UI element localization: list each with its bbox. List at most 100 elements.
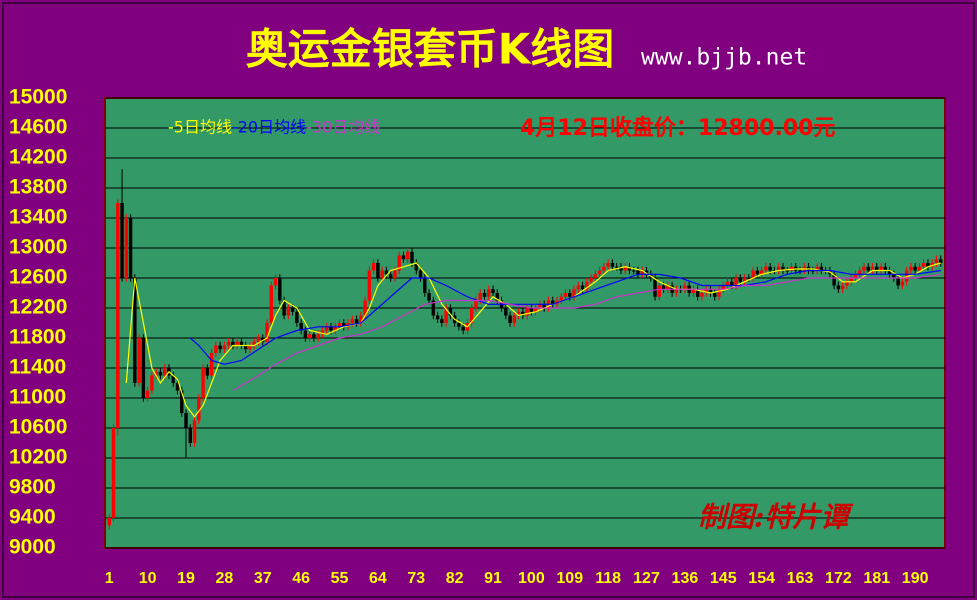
- candle-body: [495, 293, 499, 301]
- candle-body: [742, 278, 747, 282]
- x-tick-label: 136: [672, 570, 699, 587]
- x-tick-label: 91: [484, 570, 502, 587]
- candle-body: [504, 308, 508, 316]
- candle-body: [930, 263, 934, 267]
- y-tick-label: 15000: [9, 86, 67, 109]
- y-tick-label: 9800: [9, 476, 56, 499]
- candle-body: [747, 278, 751, 279]
- candle-body: [845, 281, 849, 286]
- candle-body: [440, 319, 444, 323]
- candle-body: [256, 338, 261, 342]
- candle-body: [248, 345, 252, 350]
- candle-body: [354, 319, 359, 323]
- candle-body: [150, 375, 154, 391]
- candle-body: [367, 270, 372, 301]
- candle-body: [900, 281, 905, 286]
- y-tick-label: 9400: [9, 506, 56, 529]
- annotation: 4月12日收盘价：12800.00元: [520, 115, 835, 141]
- candle-body: [359, 315, 363, 323]
- candle-body: [909, 266, 913, 271]
- candle-body: [700, 293, 704, 297]
- candle-body: [158, 371, 163, 376]
- x-tick-label: 145: [710, 570, 737, 587]
- candle-body: [717, 289, 721, 297]
- candle-body: [892, 274, 896, 278]
- candle-body: [337, 323, 342, 327]
- candle-body: [329, 326, 333, 331]
- candle-body: [235, 341, 239, 346]
- candle-body: [657, 285, 662, 297]
- candle-body: [666, 285, 670, 290]
- candle-body: [917, 266, 922, 271]
- candle-body: [431, 300, 436, 316]
- candle-body: [764, 266, 768, 271]
- plot-area: [104, 97, 946, 549]
- candle-body: [312, 334, 316, 338]
- candle-body: [691, 289, 696, 293]
- y-tick-label: 13400: [9, 206, 67, 229]
- candle-body: [721, 285, 725, 290]
- candle-body: [269, 285, 273, 323]
- x-tick-label: 64: [369, 570, 387, 587]
- y-tick-label: 10200: [9, 446, 67, 469]
- candle-body: [896, 278, 900, 286]
- candle-body: [644, 270, 649, 275]
- x-tick-label: 181: [863, 570, 890, 587]
- candle-body: [133, 278, 137, 383]
- chart-title: 奥运金银套币K线图: [246, 25, 615, 74]
- y-tick-label: 13800: [9, 176, 67, 199]
- candle-body: [265, 323, 269, 342]
- candle-body: [585, 281, 589, 290]
- candle-body: [525, 308, 529, 316]
- candle-body: [474, 300, 478, 308]
- candle-body: [789, 266, 794, 271]
- y-tick-label: 10600: [9, 416, 67, 439]
- candle-body: [316, 334, 320, 338]
- candle-body: [538, 304, 542, 308]
- candle-body: [533, 308, 538, 312]
- candle-body: [875, 266, 879, 271]
- candle-body: [282, 300, 286, 316]
- x-tick-label: 1: [105, 570, 114, 587]
- candle-body: [252, 341, 256, 346]
- candle-body: [299, 323, 303, 331]
- x-tick-label: 82: [446, 570, 464, 587]
- candle-body: [222, 345, 227, 350]
- legend-entry: -30日均线: [306, 118, 380, 137]
- candle-body: [840, 285, 845, 290]
- candle-body: [482, 293, 487, 297]
- candle-body: [755, 270, 760, 275]
- candle-body: [184, 413, 188, 428]
- candle-body: [124, 218, 129, 278]
- candle-body: [205, 368, 210, 376]
- candle-body: [904, 270, 909, 282]
- candle-body: [128, 218, 133, 278]
- candle-body: [738, 278, 743, 282]
- candle-body: [576, 285, 581, 290]
- candle-body: [759, 270, 764, 275]
- candle-body: [478, 293, 482, 301]
- candle-body: [175, 383, 180, 391]
- candle-body: [423, 278, 427, 293]
- candle-body: [858, 270, 862, 275]
- candle-body: [397, 255, 401, 271]
- legend-entry: -20日均线: [232, 118, 306, 137]
- candle-body: [674, 289, 679, 293]
- candle-body: [542, 304, 546, 308]
- y-tick-label: 11400: [9, 356, 66, 379]
- candle-body: [457, 323, 461, 327]
- candle-body: [145, 390, 150, 398]
- x-tick-label: 37: [254, 570, 272, 587]
- candle-body: [849, 278, 853, 282]
- y-tick-label: 12600: [9, 266, 67, 289]
- candle-body: [887, 270, 892, 275]
- candle-body: [226, 341, 231, 346]
- candle-body: [295, 311, 299, 323]
- x-tick-label: 19: [177, 570, 195, 587]
- candle-body: [384, 270, 389, 275]
- candle-body: [913, 266, 917, 271]
- candle-body: [661, 285, 666, 290]
- y-tick-label: 14200: [9, 146, 67, 169]
- candle-body: [879, 266, 883, 271]
